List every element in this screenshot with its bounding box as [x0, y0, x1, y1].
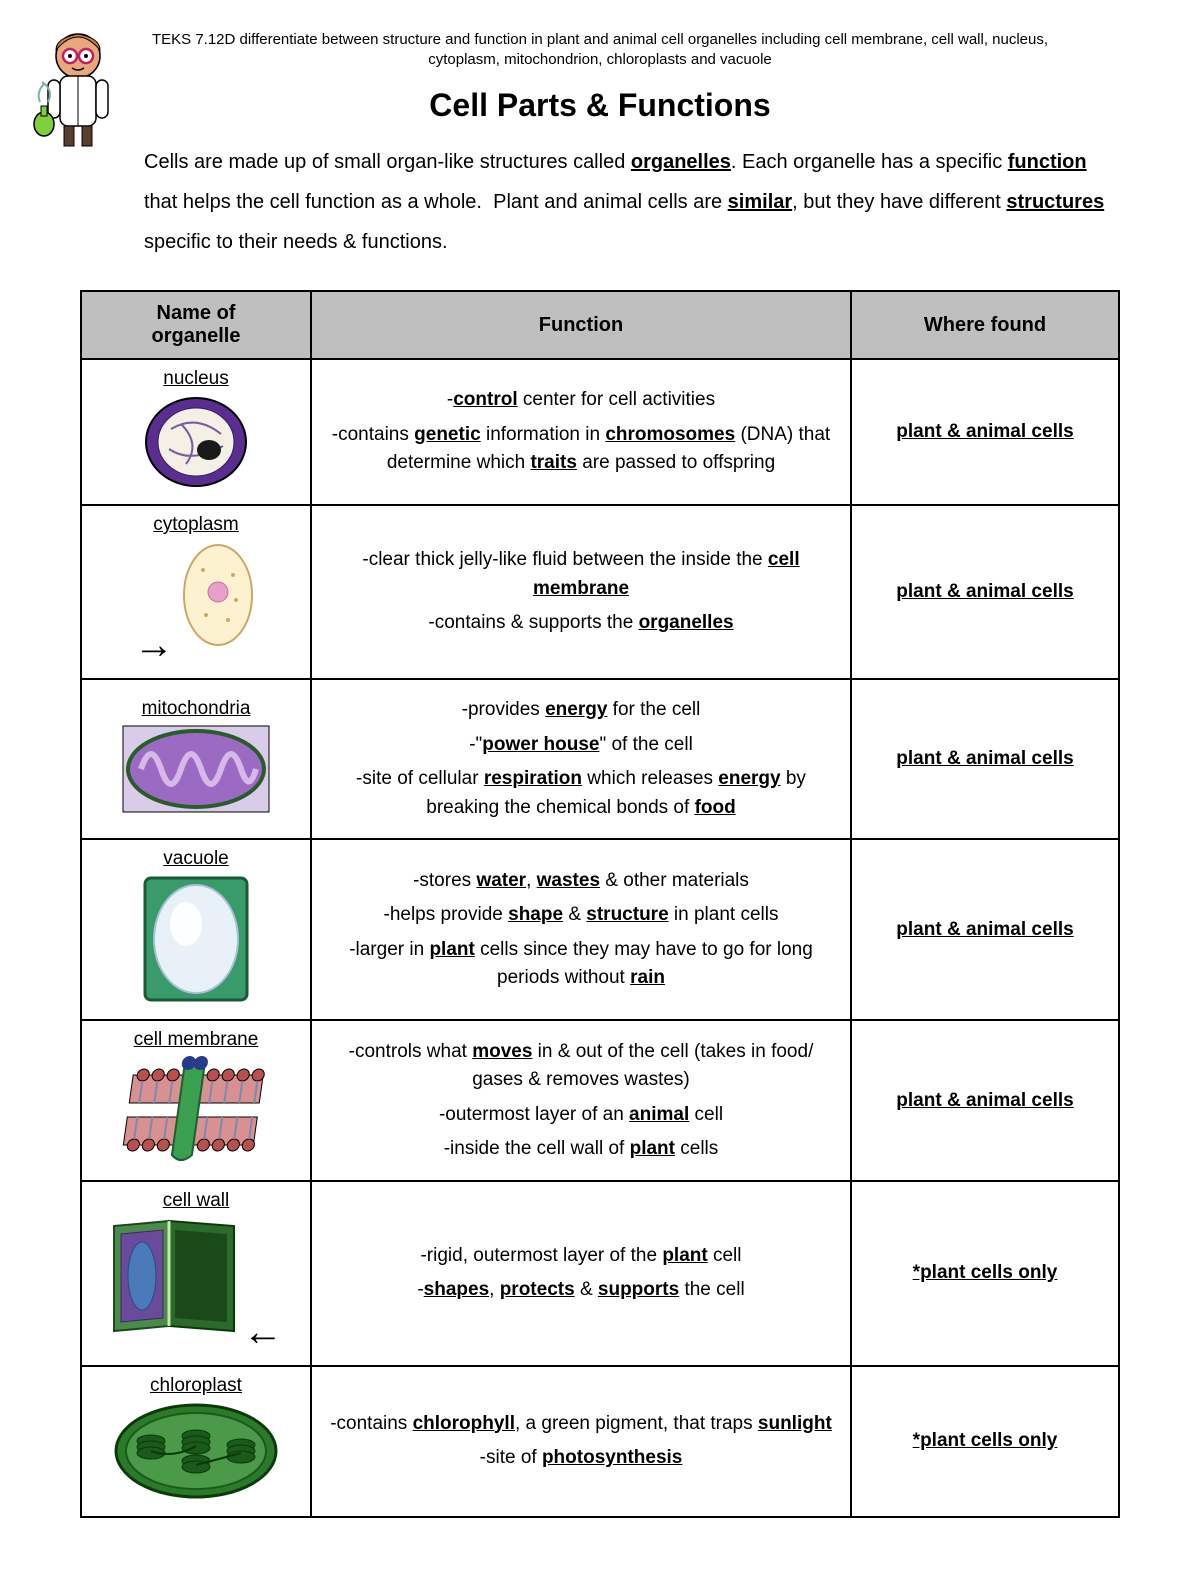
organelle-name: chloroplast — [88, 1375, 304, 1397]
table-row: nucleus -control center for cell activiti… — [81, 359, 1119, 505]
organelle-where-cell: plant & animal cells — [851, 359, 1119, 505]
pointer-arrow-icon: ← — [243, 1310, 283, 1355]
organelle-name: cell membrane — [88, 1029, 304, 1051]
worksheet-page: TEKS 7.12D differentiate between structu… — [40, 0, 1160, 1578]
organelle-name: mitochondria — [88, 698, 304, 720]
table-row: cell membrane -controls what moves in & o… — [81, 1020, 1119, 1181]
organelle-function-cell: -controls what moves in & out of the cel… — [311, 1020, 851, 1181]
nucleus-illustration — [141, 394, 251, 494]
chloroplast-illustration — [111, 1401, 281, 1506]
organelle-name-cell: cytoplasm → — [81, 505, 311, 679]
organelle-where-cell: plant & animal cells — [851, 1020, 1119, 1181]
organelle-function-cell: -stores water, wastes & other materials-… — [311, 839, 851, 1020]
mitochondria-illustration — [121, 724, 271, 819]
table-row: vacuole -stores water, wastes & other mat… — [81, 839, 1119, 1020]
organelle-where-cell: plant & animal cells — [851, 679, 1119, 839]
organelle-table: Name oforganelle Function Where found nu… — [80, 290, 1120, 1518]
organelle-name: vacuole — [88, 848, 304, 870]
page-title: Cell Parts & Functions — [80, 87, 1120, 124]
organelle-where-cell: plant & animal cells — [851, 505, 1119, 679]
organelle-where-cell: plant & animal cells — [851, 839, 1119, 1020]
cell_wall-illustration — [109, 1216, 239, 1341]
organelle-function-cell: -control center for cell activities-cont… — [311, 359, 851, 505]
organelle-name: cytoplasm — [88, 514, 304, 536]
table-row: chloroplast -contains chlorophyll, a gree… — [81, 1366, 1119, 1517]
organelle-where-cell: *plant cells only — [851, 1366, 1119, 1517]
header-where: Where found — [851, 291, 1119, 359]
organelle-function-cell: -contains chlorophyll, a green pigment, … — [311, 1366, 851, 1517]
organelle-name-cell: nucleus — [81, 359, 311, 505]
organelle-name-cell: chloroplast — [81, 1366, 311, 1517]
header-name: Name oforganelle — [81, 291, 311, 359]
teks-standard: TEKS 7.12D differentiate between structu… — [80, 30, 1120, 69]
organelle-function-cell: -rigid, outermost layer of the plant cel… — [311, 1181, 851, 1365]
organelle-name: cell wall — [88, 1190, 304, 1212]
header-function: Function — [311, 291, 851, 359]
organelle-name: nucleus — [88, 368, 304, 390]
scientist-illustration — [30, 30, 120, 155]
organelle-name-cell: vacuole — [81, 839, 311, 1020]
cell_membrane-illustration — [116, 1055, 276, 1170]
table-row: mitochondria -provides energy for the cel… — [81, 679, 1119, 839]
vacuole-illustration — [141, 874, 251, 1009]
organelle-function-cell: -provides energy for the cell-"power hou… — [311, 679, 851, 839]
cytoplasm-illustration — [178, 540, 258, 655]
pointer-arrow-icon: → — [134, 623, 174, 668]
organelle-name-cell: cell membrane — [81, 1020, 311, 1181]
table-body: nucleus -control center for cell activiti… — [81, 359, 1119, 1517]
organelle-where-cell: *plant cells only — [851, 1181, 1119, 1365]
table-row: cell wall ← -rigid, outermost layer of the… — [81, 1181, 1119, 1365]
organelle-name-cell: cell wall ← — [81, 1181, 311, 1365]
organelle-function-cell: -clear thick jelly-like fluid between th… — [311, 505, 851, 679]
intro-paragraph: Cells are made up of small organ-like st… — [144, 142, 1120, 262]
table-row: cytoplasm → -clear thick jelly-like fluid … — [81, 505, 1119, 679]
organelle-name-cell: mitochondria — [81, 679, 311, 839]
table-header-row: Name oforganelle Function Where found — [81, 291, 1119, 359]
